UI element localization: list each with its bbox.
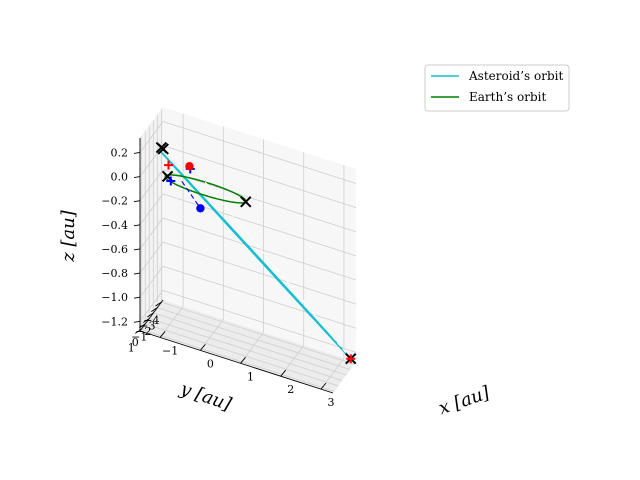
x-tick xyxy=(280,369,287,377)
z-tick xyxy=(133,176,141,179)
grid-y-floor xyxy=(149,318,343,381)
circle-marker xyxy=(196,204,205,213)
x-marker xyxy=(240,196,252,208)
y-tick xyxy=(138,323,146,329)
grid-z-left xyxy=(139,217,164,250)
grid-z-back xyxy=(162,121,357,184)
dashed-path-0 xyxy=(202,179,352,360)
z-tick xyxy=(133,200,141,203)
y-tick xyxy=(155,301,162,307)
earth-orbit-line xyxy=(164,174,247,204)
y-tick xyxy=(147,312,154,318)
z-tick-label: −1.2 xyxy=(101,315,128,328)
grid-z-back xyxy=(162,217,357,281)
grid-z-left xyxy=(139,169,164,201)
x-axis-label: x [au] xyxy=(436,382,493,419)
y-tick xyxy=(151,307,158,312)
z-tick xyxy=(133,224,141,227)
legend-label-asteroid: Asteroid’s orbit xyxy=(468,69,563,83)
z-tick-label: −0.4 xyxy=(101,219,128,232)
grid-z-back xyxy=(162,265,357,329)
y-tick-label: −2 xyxy=(135,325,151,338)
x-tick-label: 1 xyxy=(247,370,254,383)
z-tick xyxy=(133,272,141,275)
x-tick xyxy=(159,331,166,338)
grid-z-back xyxy=(162,169,357,233)
x-axis-line xyxy=(139,330,334,394)
x-marker xyxy=(157,143,169,155)
z-tick-label: −0.8 xyxy=(101,267,128,280)
grid-y-floor xyxy=(141,328,335,392)
pane-floor xyxy=(140,300,356,393)
x-tick-label: 0 xyxy=(207,357,214,370)
legend: Asteroid’s orbit Earth’s orbit xyxy=(424,64,570,112)
axis-panes xyxy=(140,107,356,393)
grid-z-left xyxy=(139,241,164,274)
z-tick-label: −0.6 xyxy=(101,243,128,256)
grid-z-back xyxy=(162,289,357,353)
plus-marker xyxy=(166,176,176,186)
circle-marker xyxy=(185,162,194,171)
x-tick xyxy=(240,357,246,364)
grid-y-floor xyxy=(161,301,355,365)
grid-z-left xyxy=(139,265,164,298)
grid-z-back xyxy=(162,193,357,257)
grid-z-left xyxy=(139,290,164,322)
x-tick-label: 2 xyxy=(287,383,294,396)
z-tick-label: −1.0 xyxy=(101,291,128,304)
pane-back xyxy=(163,107,356,362)
y-tick xyxy=(134,328,142,334)
z-tick xyxy=(133,152,141,154)
x-tick-label: −1 xyxy=(162,344,178,357)
x-tick xyxy=(199,344,206,351)
grid-z-back xyxy=(162,145,357,208)
x-tick xyxy=(320,382,327,390)
grid-y-floor xyxy=(153,312,347,376)
axis-lines xyxy=(133,138,334,394)
y-tick-label: −1 xyxy=(131,330,147,343)
grid-z-back xyxy=(162,241,357,305)
y-tick-label: 0 xyxy=(132,336,139,349)
grid-z-left xyxy=(139,193,164,226)
z-tick xyxy=(133,296,141,299)
plus-marker xyxy=(163,160,173,170)
y-axis-line xyxy=(139,299,164,332)
plus-marker xyxy=(346,354,356,364)
z-tick-label: −0.2 xyxy=(101,195,128,208)
y-tick xyxy=(143,318,150,323)
y-tick-label: 1 xyxy=(128,341,135,354)
z-tick-label: 0.2 xyxy=(111,146,129,159)
legend-label-earth: Earth’s orbit xyxy=(469,90,546,104)
y-tick-label: −4 xyxy=(143,314,159,327)
y-axis-label: y [au] xyxy=(177,378,235,416)
markers xyxy=(155,141,357,365)
legend-frame xyxy=(424,64,570,112)
pane-left xyxy=(140,107,163,331)
z-tick xyxy=(133,248,141,251)
dashed-path-1 xyxy=(181,180,201,209)
x-tick-label: 3 xyxy=(327,396,334,409)
y-tick-label: −3 xyxy=(139,320,155,333)
grid-y-floor xyxy=(145,323,339,387)
grid-y-floor xyxy=(157,307,351,370)
z-tick-label: 0.0 xyxy=(111,171,129,184)
tick-labels: −1012310−1−2−3−40.20.0−0.2−0.4−0.6−0.8−1… xyxy=(101,146,334,409)
z-tick xyxy=(133,320,141,323)
grid-z-left xyxy=(139,121,164,153)
z-axis-label: z [au] xyxy=(58,209,79,263)
